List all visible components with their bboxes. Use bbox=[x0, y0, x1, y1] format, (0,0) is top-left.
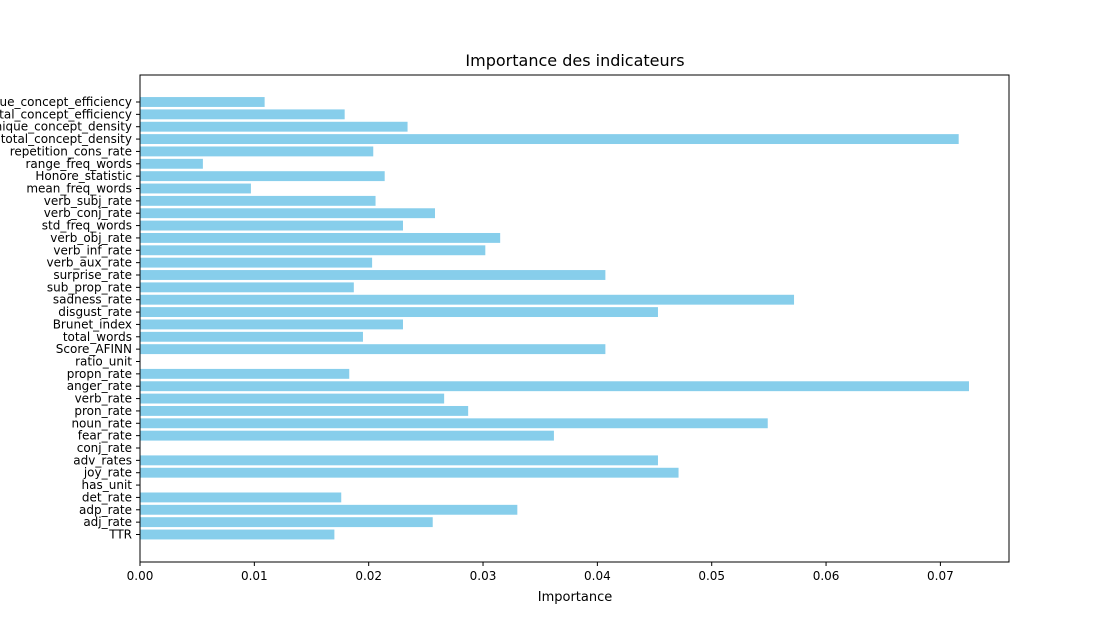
bar-surprise-rate bbox=[140, 270, 606, 280]
y-tick-label-sub-prop-rate: sub_prop_rate bbox=[47, 280, 132, 294]
bars-layer bbox=[140, 97, 969, 540]
x-tick-label: 0.01 bbox=[241, 569, 268, 583]
y-tick-label-ratio-unit: ratio_unit bbox=[75, 355, 132, 369]
y-tick-label-verb-conj-rate: verb_conj_rate bbox=[44, 206, 132, 220]
y-tick-label-adp-rate: adp_rate bbox=[79, 503, 132, 517]
y-tick-label-verb-inf-rate: verb_inf_rate bbox=[53, 243, 132, 257]
bar-verb-subj-rate bbox=[140, 195, 376, 206]
bar-ttr bbox=[140, 529, 335, 540]
y-tick-label-mean-freq-words: mean_freq_words bbox=[26, 182, 132, 196]
bar-pron-rate bbox=[140, 405, 469, 416]
y-tick-label-conj-rate: conj_rate bbox=[77, 441, 132, 455]
y-tick-label-adv-rates: adv_rates bbox=[73, 453, 132, 467]
y-tick-label-joy-rate: joy_rate bbox=[83, 466, 132, 480]
bar-total-words bbox=[140, 331, 363, 342]
y-tick-label-surprise-rate: surprise_rate bbox=[53, 268, 132, 282]
y-tick-label-sadness-rate: sadness_rate bbox=[53, 293, 132, 307]
bar-verb-inf-rate bbox=[140, 245, 486, 256]
bar-repetition-cons-rate bbox=[140, 146, 374, 157]
y-tick-label-noun-rate: noun_rate bbox=[71, 416, 132, 430]
bar-honore-statistic bbox=[140, 171, 385, 182]
bar-sub-prop-rate bbox=[140, 282, 354, 293]
y-tick-label-adj-rate: adj_rate bbox=[83, 515, 132, 529]
bar-range-freq-words bbox=[140, 158, 203, 169]
y-tick-label-unique-concept-efficiency: unique_concept_efficiency bbox=[0, 95, 132, 109]
y-tick-label-std-freq-words: std_freq_words bbox=[42, 219, 132, 233]
y-tick-label-total-concept-density: total_concept_density bbox=[1, 132, 132, 146]
y-tick-label-range-freq-words: range_freq_words bbox=[25, 157, 132, 171]
y-axis-ticks: TTRadj_rateadp_ratedet_ratehas_unitjoy_r… bbox=[0, 95, 140, 542]
bar-adp-rate bbox=[140, 504, 518, 515]
y-tick-label-brunet-index: Brunet_index bbox=[53, 317, 132, 331]
x-tick-label: 0.07 bbox=[927, 569, 954, 583]
x-axis-ticks: 0.00 0.01 0.02 0.03 0.04 0.05 0.06 0.07 bbox=[127, 562, 954, 583]
bar-std-freq-words bbox=[140, 220, 403, 231]
bar-brunet-index bbox=[140, 319, 403, 330]
y-tick-label-unique-concept-density: unique_concept_density bbox=[0, 120, 132, 134]
chart-title: Importance des indicateurs bbox=[465, 51, 684, 70]
y-tick-label-total-words: total_words bbox=[63, 330, 132, 344]
y-tick-label-anger-rate: anger_rate bbox=[67, 379, 132, 393]
bar-adv-rates bbox=[140, 455, 658, 466]
bar-sadness-rate bbox=[140, 294, 795, 305]
y-tick-label-has-unit: has_unit bbox=[82, 478, 133, 492]
bar-verb-aux-rate bbox=[140, 257, 373, 268]
bar-verb-rate bbox=[140, 393, 445, 404]
bar-adj-rate bbox=[140, 517, 433, 528]
bar-disgust-rate bbox=[140, 307, 658, 318]
y-tick-label-propn-rate: propn_rate bbox=[67, 367, 132, 381]
y-tick-label-honore-statistic: Honore_statistic bbox=[35, 169, 132, 183]
y-tick-label-score-afinn: Score_AFINN bbox=[56, 342, 132, 356]
x-tick-label: 0.03 bbox=[470, 569, 497, 583]
y-tick-label-verb-obj-rate: verb_obj_rate bbox=[50, 231, 132, 245]
y-tick-label-ttr: TTR bbox=[108, 528, 132, 542]
y-tick-label-verb-subj-rate: verb_subj_rate bbox=[44, 194, 132, 208]
y-tick-label-det-rate: det_rate bbox=[82, 490, 132, 504]
bar-propn-rate bbox=[140, 368, 350, 379]
y-tick-label-verb-rate: verb_rate bbox=[75, 392, 132, 406]
bar-det-rate bbox=[140, 492, 342, 503]
y-tick-label-total-concept-efficiency: total_concept_efficiency bbox=[0, 107, 132, 121]
x-tick-label: 0.06 bbox=[813, 569, 840, 583]
y-tick-label-disgust-rate: disgust_rate bbox=[58, 305, 132, 319]
bar-joy-rate bbox=[140, 467, 679, 478]
bar-total-concept-efficiency bbox=[140, 109, 345, 120]
x-tick-label: 0.04 bbox=[584, 569, 611, 583]
bar-fear-rate bbox=[140, 430, 554, 441]
bar-unique-concept-efficiency bbox=[140, 97, 265, 107]
plot-frame bbox=[139, 74, 1010, 563]
y-tick-label-fear-rate: fear_rate bbox=[78, 429, 132, 443]
bar-verb-obj-rate bbox=[140, 232, 501, 243]
x-tick-label: 0.05 bbox=[698, 569, 725, 583]
bar-total-concept-density bbox=[140, 134, 959, 145]
bar-anger-rate bbox=[140, 381, 969, 392]
bar-score-afinn bbox=[140, 344, 606, 355]
x-axis-label: Importance bbox=[538, 590, 613, 605]
bar-unique-concept-density bbox=[140, 121, 408, 132]
x-tick-label: 0.02 bbox=[355, 569, 382, 583]
y-tick-label-repetition-cons-rate: repetition_cons_rate bbox=[10, 144, 132, 158]
y-tick-label-pron-rate: pron_rate bbox=[74, 404, 132, 418]
x-tick-label: 0.00 bbox=[127, 569, 154, 583]
y-tick-label-verb-aux-rate: verb_aux_rate bbox=[47, 256, 132, 270]
bar-verb-conj-rate bbox=[140, 208, 436, 219]
bar-noun-rate bbox=[140, 418, 768, 429]
bar-mean-freq-words bbox=[140, 183, 251, 194]
